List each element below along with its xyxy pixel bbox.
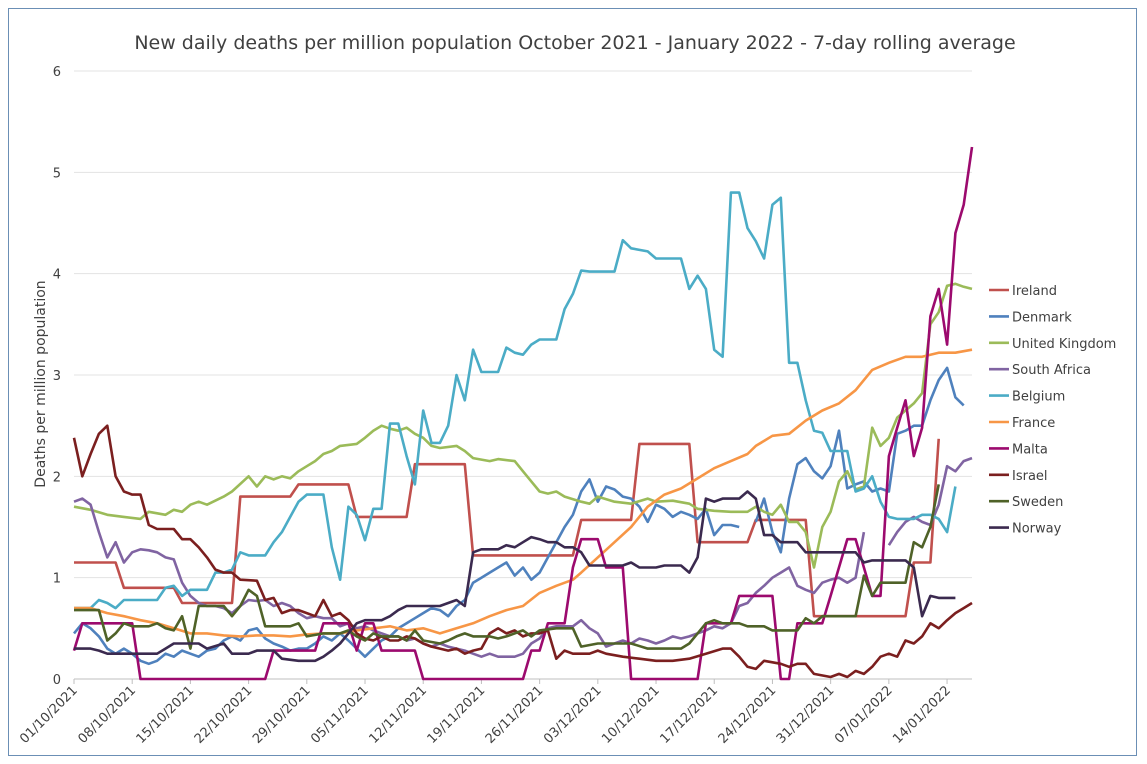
x-tick-label: 22/10/2021 [192, 683, 256, 747]
x-tick-label: 05/11/2021 [308, 683, 372, 747]
line-chart: New daily deaths per million population … [17, 32, 1116, 747]
y-axis-ticks: 0 1 2 3 4 5 6 [53, 65, 61, 688]
chart-title: New daily deaths per million population … [134, 32, 1015, 54]
x-tick-label: 15/10/2021 [134, 683, 198, 747]
x-tick-label: 24/12/2021 [716, 683, 780, 747]
series-line-norway [74, 490, 956, 663]
x-tick-label: 29/10/2021 [250, 683, 314, 747]
x-tick-label: 26/11/2021 [483, 683, 547, 747]
legend-label: Norway [1012, 522, 1062, 537]
series-line-israel [72, 424, 973, 679]
series-line-denmark [72, 366, 965, 666]
legend-label: France [1012, 416, 1055, 431]
chart-frame: New daily deaths per million population … [8, 8, 1137, 756]
legend-label: Belgium [1012, 390, 1065, 405]
series-lines [72, 146, 974, 681]
y-axis-title: Deaths per million population [33, 280, 49, 487]
series-line-france [74, 348, 973, 638]
y-tick-label: 3 [53, 369, 61, 384]
series-line-belgium [74, 191, 957, 610]
legend: Ireland Denmark United Kingdom South Africa… [989, 284, 1116, 537]
x-tick-label: 07/01/2022 [832, 683, 896, 747]
y-tick-label: 4 [53, 268, 61, 283]
legend-label: United Kingdom [1012, 337, 1116, 352]
legend-label: South Africa [1012, 363, 1091, 378]
y-tick-label: 5 [53, 166, 61, 181]
series-line-united-kingdom [73, 282, 973, 569]
legend-label: Israel [1012, 469, 1048, 484]
legend-label: Malta [1012, 442, 1048, 457]
gridlines [74, 70, 972, 680]
series-line-malta [72, 146, 974, 681]
x-tick-label: 19/11/2021 [425, 683, 489, 747]
x-tick-label: 12/11/2021 [366, 683, 430, 747]
x-tick-label: 14/01/2022 [890, 683, 954, 747]
legend-label: Ireland [1012, 284, 1057, 299]
x-axis-ticks: 01/10/202108/10/202115/10/202122/10/2021… [17, 679, 954, 747]
y-tick-label: 2 [53, 470, 61, 485]
legend-label: Denmark [1012, 310, 1072, 325]
legend-label: Sweden [1012, 495, 1063, 510]
x-tick-label: 17/12/2021 [657, 683, 721, 747]
x-tick-label: 10/12/2021 [599, 683, 663, 747]
series-line-sweden [74, 484, 940, 650]
y-tick-label: 1 [53, 572, 61, 587]
x-tick-label: 03/12/2021 [541, 683, 605, 747]
y-tick-label: 6 [53, 65, 61, 80]
y-tick-label: 0 [53, 673, 61, 688]
x-tick-label: 31/12/2021 [774, 683, 838, 747]
x-tick-label: 01/10/2021 [17, 683, 81, 747]
x-tick-label: 08/10/2021 [75, 683, 139, 747]
